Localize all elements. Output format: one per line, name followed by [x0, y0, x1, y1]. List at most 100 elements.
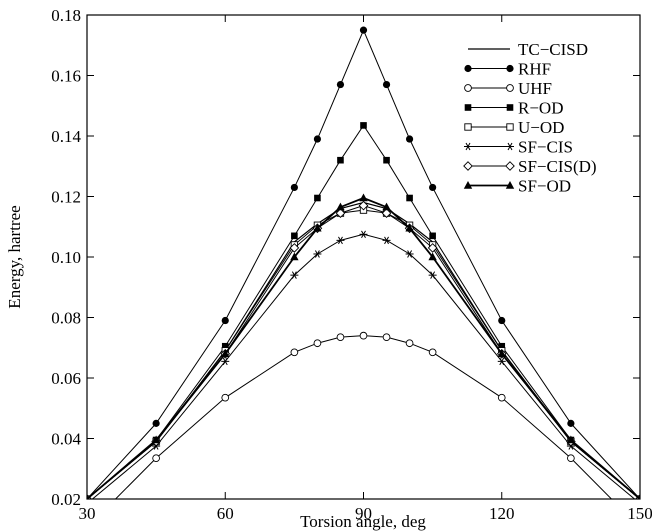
marker-shape	[463, 181, 473, 189]
plot-frame	[86, 14, 641, 500]
marker-shape	[381, 208, 392, 218]
marker-shape	[427, 243, 438, 253]
marker-shape	[464, 123, 472, 131]
legend: TC−CISDRHFUHFR−ODU−ODSF−CISSF−CIS(D)SF−O…	[463, 40, 597, 196]
series-line-tc-cisd	[87, 201, 640, 499]
marker-shape	[313, 223, 322, 232]
data-point-sf-od	[428, 252, 437, 261]
data-point-sf-cis-d	[335, 208, 346, 218]
legend-label: UHF	[518, 79, 552, 98]
data-point-uhf	[84, 524, 91, 531]
marker-shape	[290, 252, 299, 261]
marker-shape	[382, 80, 391, 89]
y-tick-label: 0.18	[51, 6, 81, 25]
marker-shape	[358, 200, 369, 211]
marker-shape	[289, 243, 300, 253]
data-point-sf-cis	[221, 357, 230, 366]
data-point-r-od	[291, 232, 298, 240]
marker-shape	[506, 123, 514, 131]
data-point-sf-cis	[336, 236, 345, 245]
data-point-uhf	[152, 454, 160, 463]
marker-shape	[359, 26, 368, 34]
y-tick-label: 0.12	[51, 188, 81, 207]
data-point-rhf	[429, 183, 437, 192]
marker-shape	[406, 194, 413, 202]
data-point-sf-od	[221, 349, 230, 357]
data-point-sf-cis-d	[381, 208, 392, 218]
data-point-sf-od	[497, 349, 506, 357]
marker-shape	[382, 333, 391, 342]
legend-marker	[464, 104, 472, 111]
marker-shape	[506, 84, 514, 92]
series-tc-cisd	[87, 201, 640, 499]
data-point-sf-cis-d	[289, 243, 300, 253]
marker-shape	[505, 181, 515, 189]
legend-item-u-od: U−OD	[464, 118, 564, 137]
data-point-sf-od	[405, 223, 414, 232]
series-sf-cis-d	[87, 200, 640, 499]
data-point-r-od	[498, 342, 506, 350]
x-tick-label: 120	[489, 504, 515, 523]
data-point-uhf	[405, 339, 414, 348]
legend-item-tc-cisd: TC−CISD	[468, 40, 588, 59]
marker-shape	[221, 393, 230, 402]
marker-shape	[84, 524, 91, 531]
data-point-r-od	[406, 194, 413, 202]
y-axis-label: Energy, hartree	[5, 205, 24, 308]
y-tick-label: 0.16	[51, 67, 81, 86]
marker-shape	[429, 183, 437, 192]
plot-series	[84, 26, 644, 531]
legend-marker	[506, 104, 514, 111]
data-point-sf-od	[336, 202, 345, 211]
x-axis-label: Torsion angle, deg	[300, 512, 426, 531]
data-point-sf-od	[87, 494, 90, 499]
legend-label: TC−CISD	[518, 40, 588, 59]
marker-shape	[337, 156, 344, 164]
marker-shape	[464, 64, 472, 73]
data-point-rhf	[359, 26, 368, 34]
marker-stroke	[507, 142, 513, 151]
legend-label: R−OD	[518, 99, 563, 118]
marker-shape	[359, 193, 368, 202]
legend-marker	[506, 84, 514, 92]
y-tick-label: 0.08	[51, 309, 81, 328]
legend-marker	[505, 181, 515, 189]
data-point-rhf	[567, 419, 575, 427]
marker-shape	[151, 435, 161, 444]
data-point-rhf	[405, 135, 414, 143]
x-tick-label: 60	[217, 504, 234, 523]
data-point-uhf	[428, 348, 437, 357]
data-point-uhf	[290, 348, 299, 357]
marker-shape	[405, 223, 414, 232]
marker-shape	[637, 524, 644, 531]
marker-shape	[221, 349, 230, 357]
data-point-uhf	[313, 339, 322, 348]
data-point-r-od	[429, 232, 436, 240]
marker-shape	[506, 64, 514, 73]
marker-shape	[314, 194, 321, 202]
legend-marker	[506, 123, 514, 131]
data-point-uhf	[221, 393, 230, 402]
marker-shape	[291, 232, 298, 240]
legend-label: SF−CIS	[518, 138, 573, 157]
data-point-uhf	[382, 333, 391, 342]
x-tick-label: 150	[627, 504, 652, 523]
data-point-sf-od	[382, 202, 391, 211]
legend-marker	[463, 181, 473, 189]
y-tick-label: 0.10	[51, 248, 81, 267]
marker-shape	[336, 80, 345, 89]
data-point-rhf	[336, 80, 345, 89]
marker-shape	[428, 348, 437, 357]
legend-label: U−OD	[518, 118, 564, 137]
marker-shape	[382, 202, 391, 211]
marker-shape	[221, 342, 229, 350]
legend-marker	[506, 64, 514, 73]
marker-stroke	[291, 271, 297, 279]
y-tick-label: 0.04	[51, 430, 81, 449]
marker-shape	[505, 161, 515, 171]
marker-shape	[567, 454, 575, 463]
data-point-rhf	[290, 183, 298, 192]
legend-marker	[464, 84, 472, 92]
marker-shape	[428, 252, 437, 261]
series-line-u-od	[87, 209, 640, 499]
